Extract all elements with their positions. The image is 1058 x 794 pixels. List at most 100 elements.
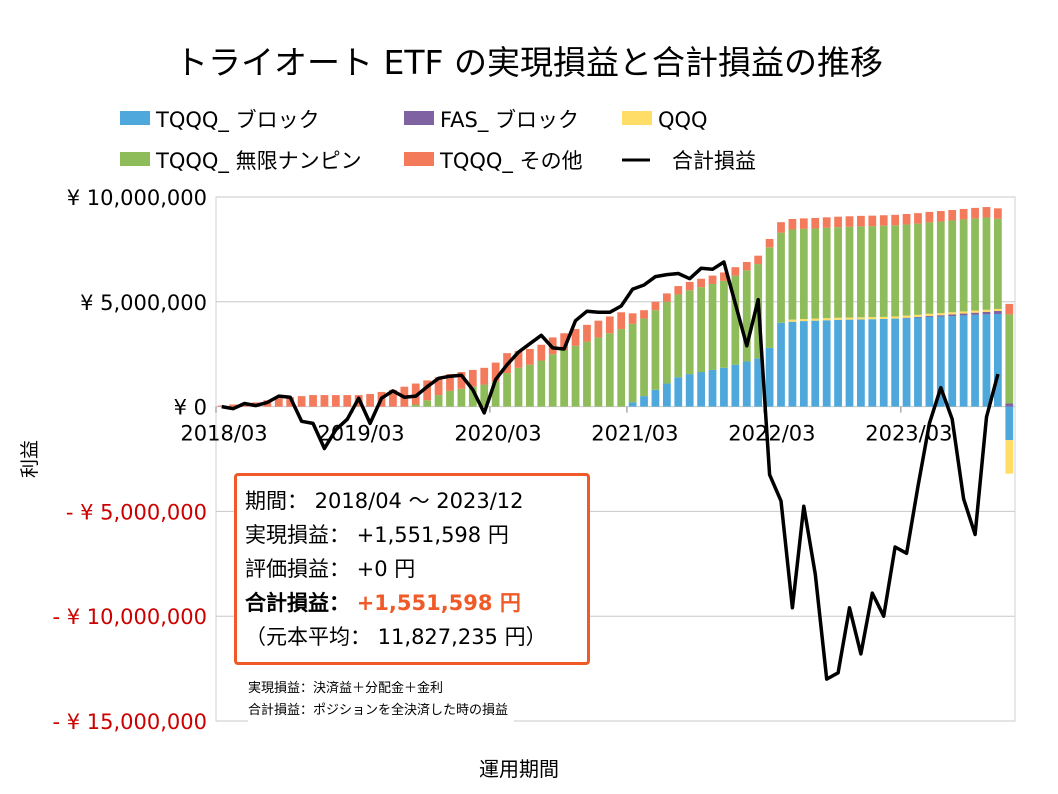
bar-segment xyxy=(423,400,432,407)
bar-segment xyxy=(662,383,671,407)
bar-segment xyxy=(788,229,797,320)
bar-segment xyxy=(526,348,534,365)
y-tick-label: ¥ 0 xyxy=(174,396,207,420)
bar-segment xyxy=(993,208,1002,219)
bar-segment xyxy=(754,255,763,265)
bar-segment xyxy=(891,316,900,319)
total-value: +1,551,598 円 xyxy=(356,591,521,615)
bar-segment xyxy=(320,395,329,407)
y-axis-label: 利益 xyxy=(19,440,41,478)
bar-segment xyxy=(879,318,888,407)
bar-segment xyxy=(891,318,900,407)
bar-segment xyxy=(868,215,877,227)
bar-segment xyxy=(468,386,477,407)
x-tick-label: 2022/03 xyxy=(728,422,815,446)
bar-segment xyxy=(662,301,671,384)
bar-segment xyxy=(331,395,340,407)
bar-segment xyxy=(959,315,968,407)
total-pl-line xyxy=(221,260,1000,681)
bar-segment xyxy=(708,283,717,370)
bar-segment xyxy=(936,316,945,407)
bar-segment xyxy=(297,396,306,407)
bar-segment xyxy=(674,286,683,295)
bar-segment xyxy=(628,323,637,403)
bar-segment xyxy=(754,358,763,407)
bar-segment xyxy=(571,329,580,346)
bar-segment xyxy=(993,311,1002,314)
bar-segment xyxy=(628,313,637,324)
bar-segment xyxy=(845,317,854,320)
bar-segment xyxy=(765,238,774,248)
bar-segment xyxy=(640,396,648,407)
bar-segment xyxy=(274,398,283,407)
bar-segment xyxy=(925,313,934,316)
bar-segment xyxy=(651,310,660,390)
y-tick-label: - ¥ 5,000,000 xyxy=(66,500,207,524)
bar-segment xyxy=(788,319,797,322)
bar-segment xyxy=(434,395,443,407)
bar-segment xyxy=(434,377,443,396)
bar-segment xyxy=(868,319,877,407)
bar-segment xyxy=(685,374,694,407)
bar-segment xyxy=(971,312,979,315)
bar-segment xyxy=(925,211,934,223)
y-tick-label: ¥ 5,000,000 xyxy=(80,291,207,315)
bar-segment xyxy=(822,217,831,228)
y-axis: ¥ 10,000,000 ¥ 5,000,000 ¥ 0 - ¥ 5,000,000 -… xyxy=(52,186,207,734)
bar-segment xyxy=(811,318,820,321)
bar-segment xyxy=(777,322,785,407)
bar-segment xyxy=(468,369,477,387)
summary-box: 期間： 2018/04 ～ 2023/12 実現損益： +1,551,598 円… xyxy=(234,473,590,665)
legend-swatch xyxy=(622,111,652,125)
notes: 実現損益：決済益＋分配金＋金利 合計損益：ポジションを全決済した時の損益 xyxy=(248,678,515,722)
bar-segment xyxy=(891,214,900,226)
y-tick-label: ¥ 10,000,000 xyxy=(67,186,207,210)
bar-segment xyxy=(617,312,626,330)
bar-segment xyxy=(731,364,740,407)
y-tick-label: - ¥ 10,000,000 xyxy=(52,605,207,629)
bar-segment xyxy=(708,369,717,407)
legend-label: TQQQ_ ブロック xyxy=(155,108,320,133)
bar-segment xyxy=(697,278,705,288)
realized-text: 実現損益： +1,551,598 円 xyxy=(245,523,509,547)
bar-segment xyxy=(286,397,295,407)
bar-segment xyxy=(993,313,1002,407)
bar-segment xyxy=(548,354,557,407)
bar-segment xyxy=(834,319,842,407)
bar-segment xyxy=(674,377,683,407)
bar-segment xyxy=(1005,403,1014,407)
period-text: 期間： 2018/04 ～ 2023/12 xyxy=(245,489,524,513)
bar-segment xyxy=(685,281,694,291)
chart-title: トライオート ETF の実現損益と合計損益の推移 xyxy=(175,43,883,82)
bar-segment xyxy=(742,270,751,362)
bar-segment xyxy=(902,317,911,319)
bar-segment xyxy=(685,290,694,375)
legend-label: 合計損益 xyxy=(672,149,756,173)
bar-segment xyxy=(571,345,580,407)
bar-segment xyxy=(936,313,945,316)
unrealized-text: 評価損益： +0 円 xyxy=(245,557,416,581)
bar-segment xyxy=(640,310,648,319)
bar-segment xyxy=(514,351,523,368)
bar-segment xyxy=(537,360,546,407)
bar-segment xyxy=(720,272,728,281)
bar-segment xyxy=(583,341,591,407)
bar-segment xyxy=(971,310,979,313)
bar-segment xyxy=(389,389,397,407)
bar-segment xyxy=(617,329,626,407)
bar-segment xyxy=(480,384,489,407)
bar-segment xyxy=(925,315,934,317)
x-tick-label: 2020/03 xyxy=(454,422,541,446)
bar-segment xyxy=(948,220,957,313)
bar-segment xyxy=(537,344,546,361)
bar-segment xyxy=(845,216,854,227)
bar-segment xyxy=(902,315,911,318)
bar-segment xyxy=(914,316,922,318)
bar-segment xyxy=(491,381,500,407)
bar-segment xyxy=(457,388,466,407)
bar-segment xyxy=(914,223,922,315)
bar-segment xyxy=(560,350,569,407)
bar-segment xyxy=(309,395,317,407)
bar-segment xyxy=(993,308,1002,312)
